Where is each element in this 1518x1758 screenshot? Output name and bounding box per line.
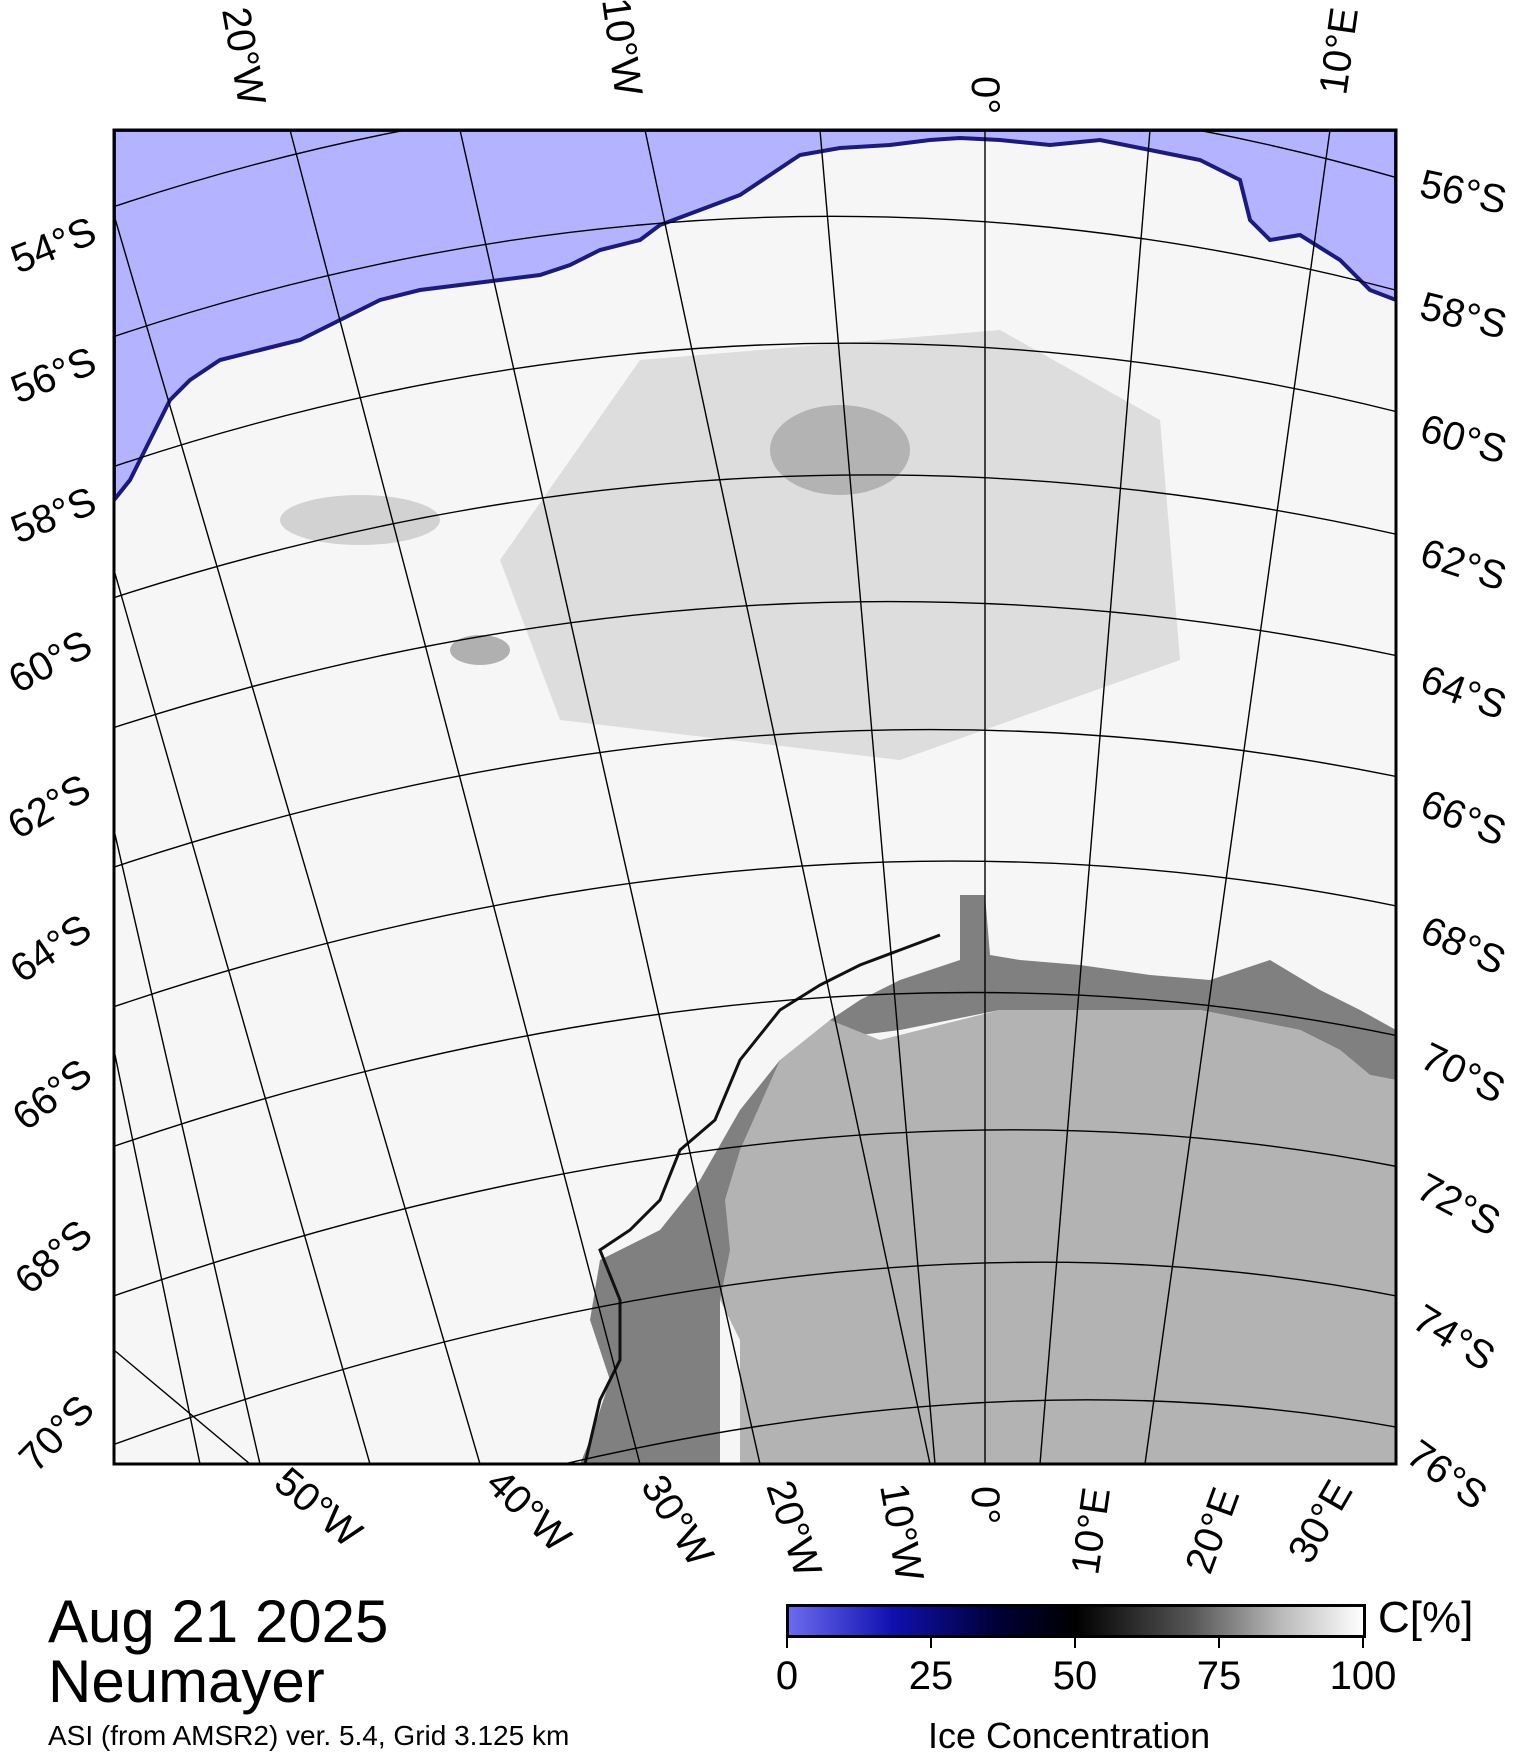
bottom-lon-label: 10°W <box>871 1480 931 1585</box>
parallel-line <box>560 1399 1396 1464</box>
right-lat-label: 74°S <box>1405 1296 1502 1380</box>
top-lon-label: 10°E <box>1311 5 1367 97</box>
land <box>720 1010 1396 1464</box>
parallel-line <box>114 860 1396 1008</box>
right-lat-label: 60°S <box>1416 406 1512 472</box>
parallel-line <box>114 1129 1396 1297</box>
top-lon-label: 10°W <box>593 0 650 99</box>
open-water <box>114 130 1396 504</box>
parallel-line <box>114 215 1396 338</box>
meridian-line <box>114 829 261 1464</box>
coastline <box>583 933 941 1464</box>
meridian-line <box>459 130 761 1464</box>
parallel-line <box>114 600 1396 729</box>
meridian-line <box>1039 130 1151 1464</box>
left-lat-label: 70°S <box>11 1387 103 1480</box>
parallel-line <box>114 991 1396 1148</box>
parallel-line <box>114 342 1396 468</box>
left-lat-label: 56°S <box>5 339 102 412</box>
low-concentration-patch <box>770 405 910 495</box>
bottom-lon-label: 10°E <box>1063 1485 1119 1577</box>
right-lat-label: 56°S <box>1416 162 1510 223</box>
colorbar-title: Ice Concentration <box>928 1715 1211 1756</box>
meridian-line <box>289 130 641 1464</box>
left-lat-label: 66°S <box>4 1051 100 1139</box>
colorbar-tick <box>930 1636 932 1648</box>
colorbar-tick-label: 25 <box>908 1654 954 1698</box>
top-lon-label: 20°W <box>213 4 273 109</box>
meridian-line <box>819 130 936 1464</box>
meridian-line <box>114 1049 201 1464</box>
parallel-line <box>114 1261 1396 1446</box>
bottom-lon-label: 20°W <box>757 1475 829 1582</box>
meridian-line <box>644 130 931 1464</box>
colorbar-tick-label: 0 <box>775 1654 799 1698</box>
right-lat-label: 68°S <box>1414 908 1512 984</box>
meridian-line <box>1144 130 1331 1464</box>
left-lat-label: 54°S <box>5 209 102 282</box>
parallel-line <box>114 130 1396 208</box>
map-frame <box>112 128 1398 1466</box>
low-concentration-zone <box>500 330 1180 760</box>
left-lat-label: 64°S <box>2 906 99 991</box>
bottom-lon-label: 30°W <box>632 1467 722 1574</box>
parallel-line <box>114 474 1396 599</box>
parallel-line <box>114 728 1396 868</box>
colorbar-unit: C[%] <box>1378 1593 1474 1642</box>
colorbar-tick <box>1074 1636 1076 1648</box>
bottom-lon-label: 30°E <box>1280 1473 1362 1570</box>
bottom-lon-label: 0° <box>963 1486 1007 1524</box>
colorbar-tick-label: 50 <box>1052 1654 1098 1698</box>
low-concentration-patch <box>280 495 440 545</box>
right-lat-label: 64°S <box>1415 657 1512 728</box>
left-lat-label: 60°S <box>2 622 100 702</box>
colorbar <box>786 1604 1366 1638</box>
left-lat-label: 68°S <box>7 1212 101 1303</box>
right-lat-label: 58°S <box>1416 284 1511 348</box>
colorbar-tick-label: 100 <box>1329 1654 1397 1698</box>
station-name: Neumayer <box>48 1648 325 1715</box>
graticule <box>114 130 1396 1464</box>
map-date: Aug 21 2025 <box>48 1588 389 1655</box>
colorbar-tick <box>786 1636 788 1648</box>
right-lat-label: 66°S <box>1415 782 1512 855</box>
bottom-lon-label: 40°W <box>478 1461 579 1561</box>
right-lat-label: 70°S <box>1414 1035 1512 1113</box>
right-lat-label: 62°S <box>1415 531 1512 600</box>
right-lat-label: 72°S <box>1410 1165 1508 1245</box>
meridian-line <box>114 569 371 1464</box>
bottom-lon-label: 20°E <box>1177 1482 1248 1579</box>
colorbar-tick <box>1218 1636 1220 1648</box>
left-lat-label: 62°S <box>1 766 98 848</box>
top-lon-label: 0° <box>963 76 1007 114</box>
right-lat-label: 76°S <box>1399 1432 1495 1519</box>
meridian-line <box>114 1349 251 1464</box>
bottom-lon-label: 50°W <box>266 1459 370 1556</box>
colorbar-tick-label: 75 <box>1196 1654 1242 1698</box>
low-concentration-patch <box>450 635 510 665</box>
colorbar-tick <box>1362 1636 1364 1648</box>
left-lat-label: 58°S <box>5 479 102 552</box>
product-info: ASI (from AMSR2) ver. 5.4, Grid 3.125 km <box>48 1720 570 1751</box>
meridian-line <box>114 214 481 1464</box>
